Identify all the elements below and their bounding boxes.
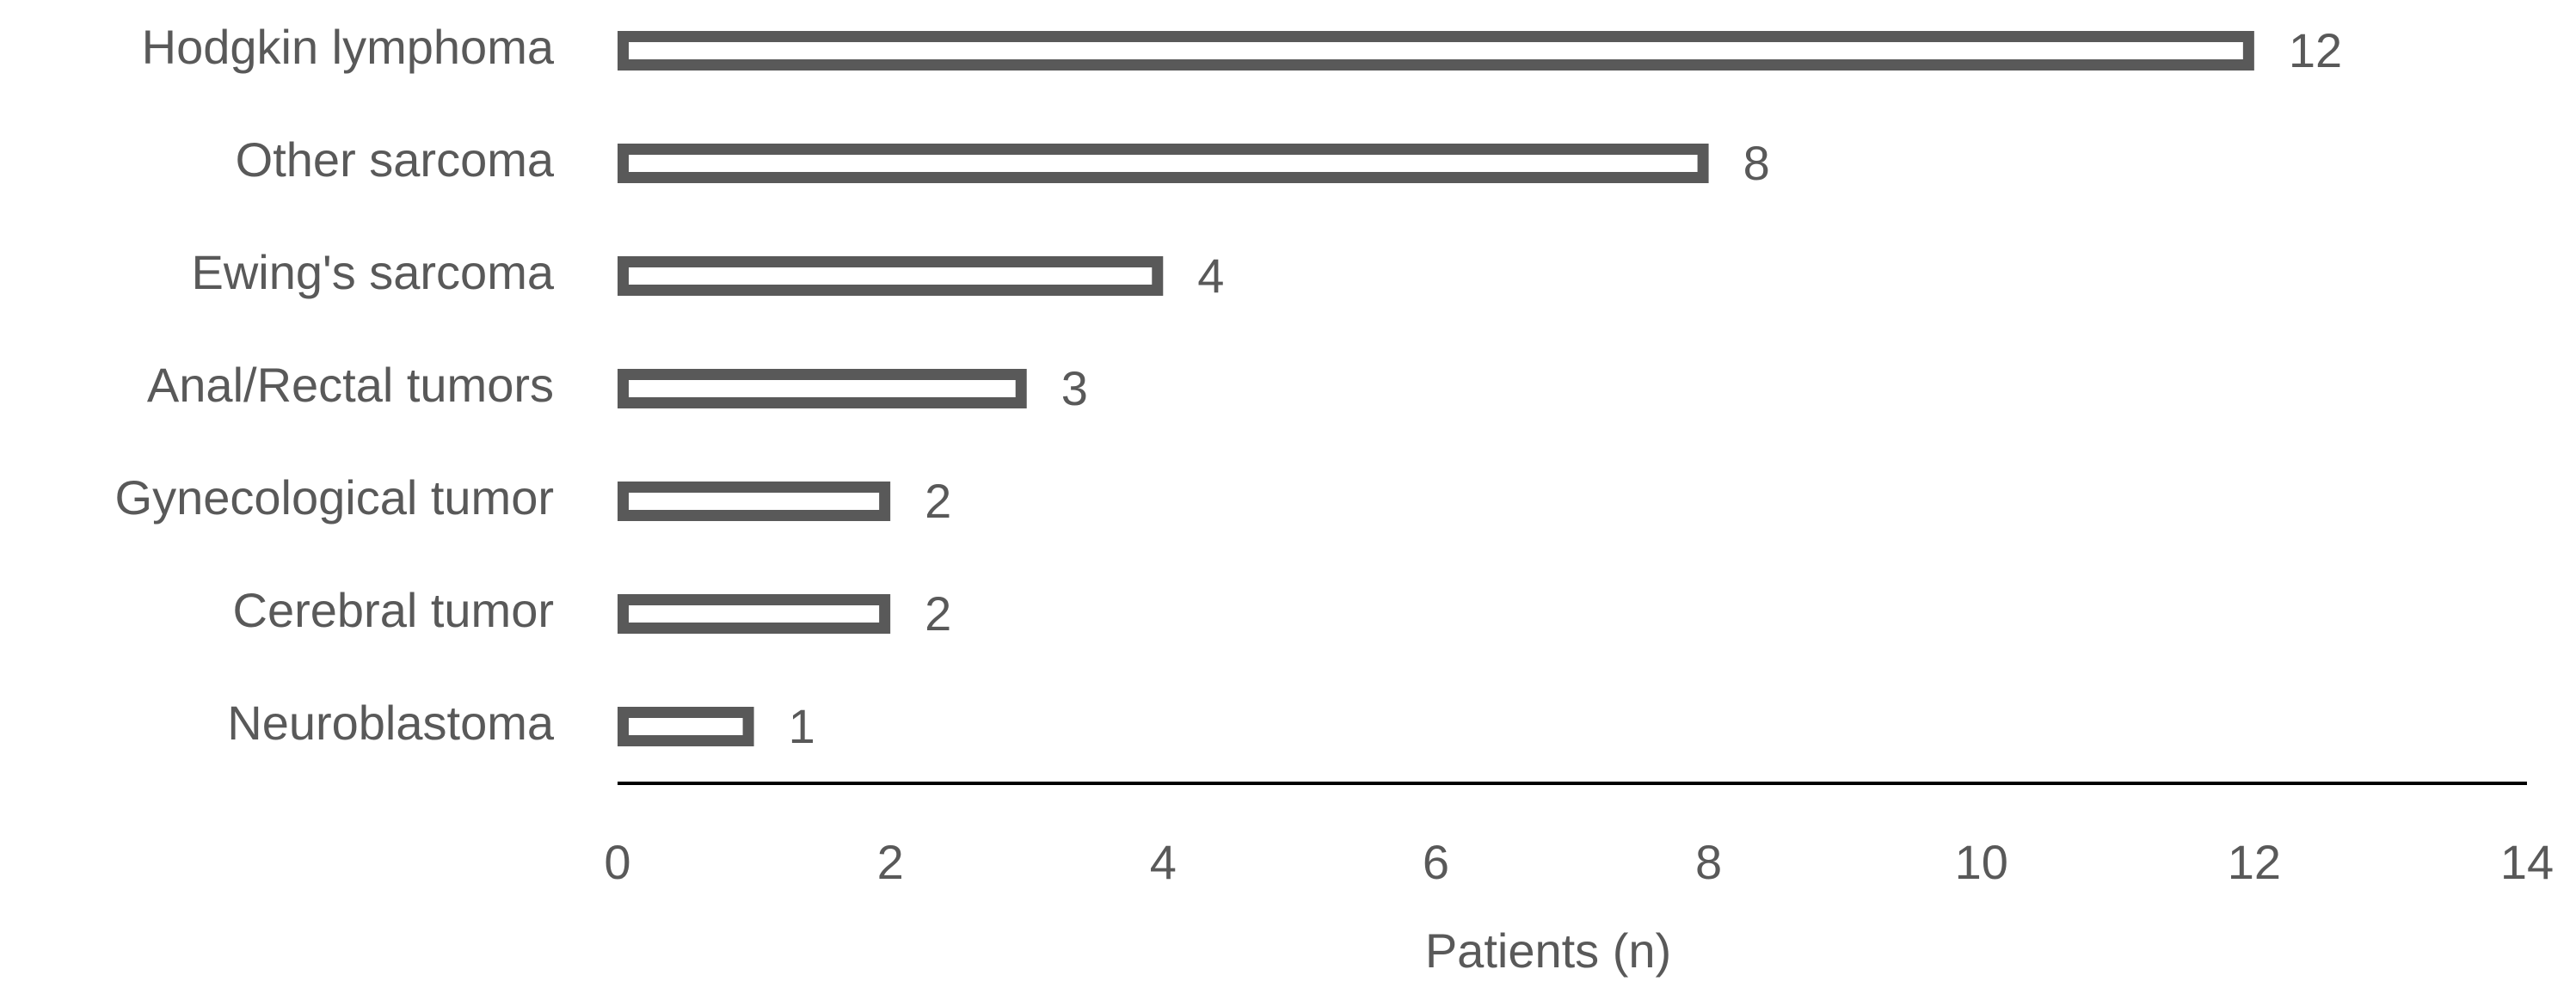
bar: [618, 707, 754, 746]
y-tick-label: Hodgkin lymphoma: [142, 20, 555, 74]
x-tick-label: 8: [1695, 835, 1722, 889]
bar: [618, 31, 2254, 71]
x-tick-label: 0: [604, 835, 630, 889]
data-label: 2: [925, 474, 951, 528]
data-label: 2: [925, 586, 951, 641]
data-label: 3: [1061, 361, 1088, 415]
data-label: 1: [789, 699, 815, 753]
y-tick-label: Other sarcoma: [236, 132, 555, 187]
x-tick-label: 10: [1955, 835, 2008, 889]
y-tick-label: Gynecological tumor: [115, 470, 554, 525]
x-tick-label: 12: [2228, 835, 2281, 889]
data-label: 4: [1197, 248, 1224, 303]
data-label: 8: [1743, 136, 1770, 190]
bar: [618, 369, 1027, 408]
bar: [618, 482, 891, 521]
x-tick-label: 2: [877, 835, 904, 889]
y-tick-label: Neuroblastoma: [227, 696, 555, 750]
y-tick-label: Anal/Rectal tumors: [147, 358, 554, 412]
x-tick-label: 6: [1423, 835, 1449, 889]
y-tick-label: Cerebral tumor: [233, 583, 554, 637]
x-axis-title: Patients (n): [1425, 923, 1671, 978]
bar: [618, 256, 1164, 296]
bar: [618, 594, 891, 634]
x-tick-label: 14: [2500, 835, 2554, 889]
data-label: 12: [2289, 23, 2342, 77]
bar: [618, 144, 1709, 183]
x-tick-label: 4: [1150, 835, 1177, 889]
y-tick-label: Ewing's sarcoma: [191, 245, 554, 299]
